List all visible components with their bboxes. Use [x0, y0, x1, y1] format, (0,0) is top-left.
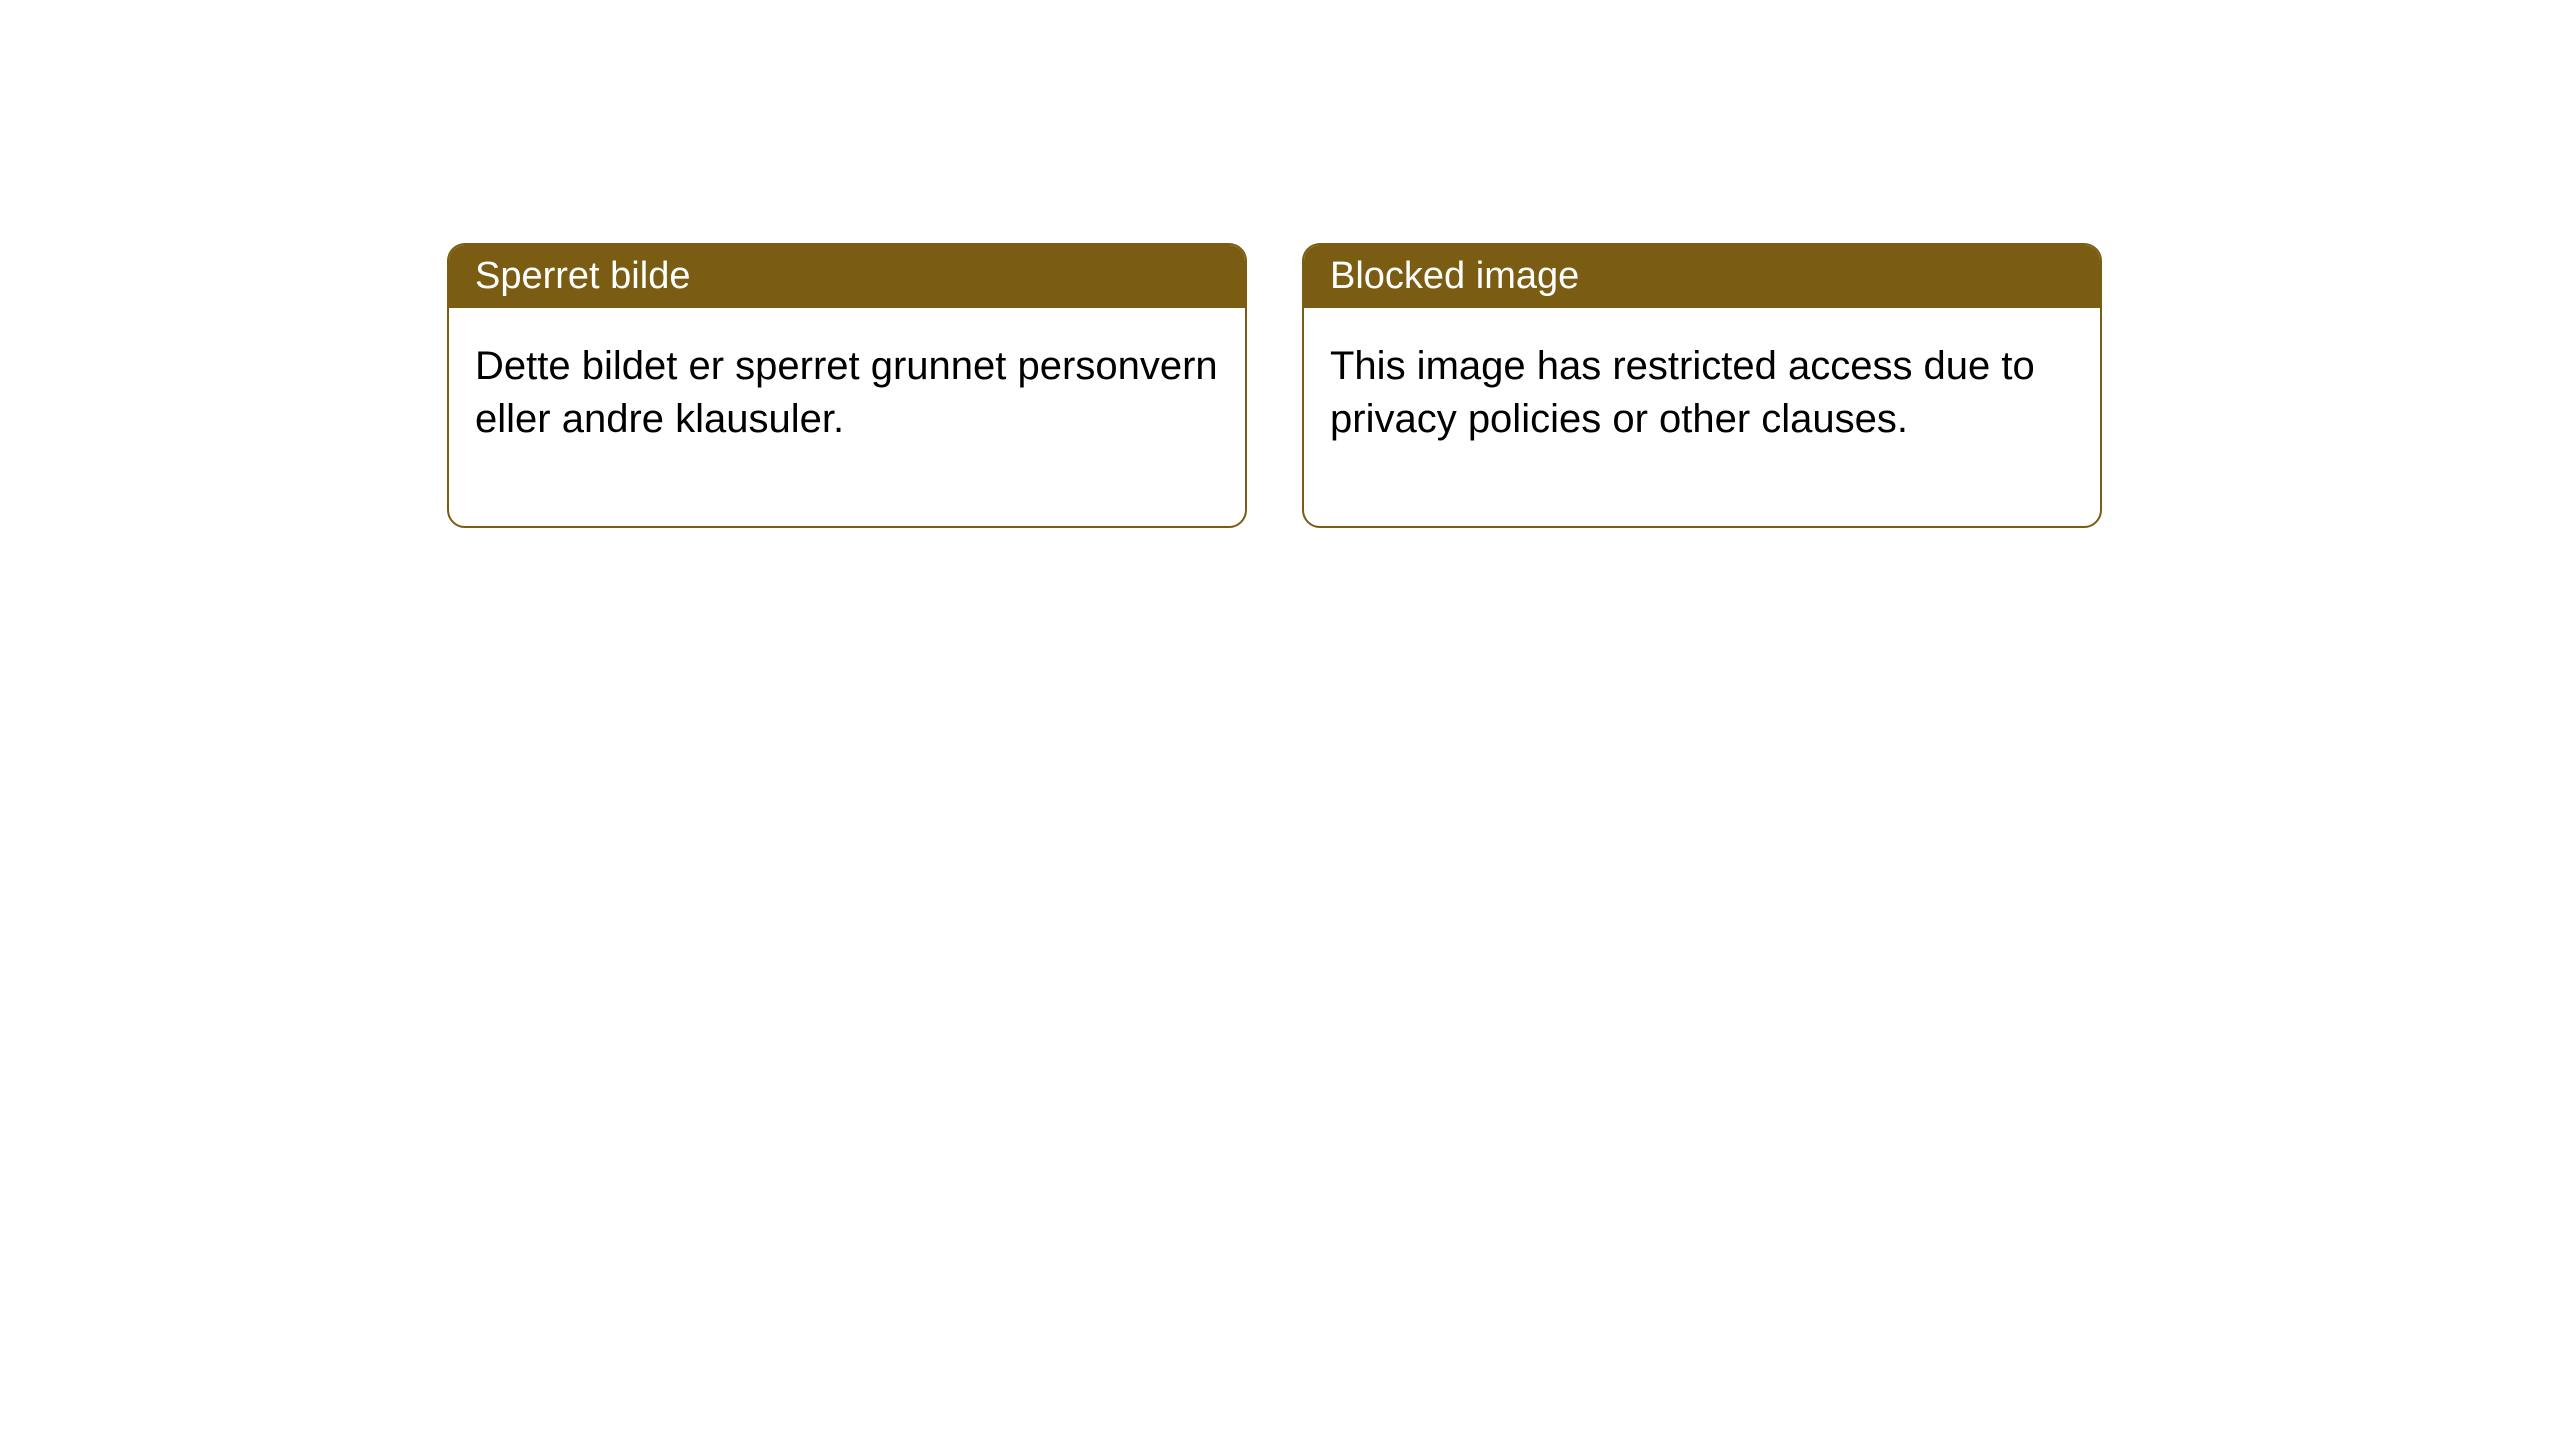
notice-title-norwegian: Sperret bilde — [449, 245, 1245, 308]
notice-title-english: Blocked image — [1304, 245, 2100, 308]
notice-body-norwegian: Dette bildet er sperret grunnet personve… — [449, 308, 1245, 526]
notice-container: Sperret bilde Dette bildet er sperret gr… — [447, 243, 2102, 528]
notice-card-english: Blocked image This image has restricted … — [1302, 243, 2102, 528]
notice-body-english: This image has restricted access due to … — [1304, 308, 2100, 526]
notice-card-norwegian: Sperret bilde Dette bildet er sperret gr… — [447, 243, 1247, 528]
